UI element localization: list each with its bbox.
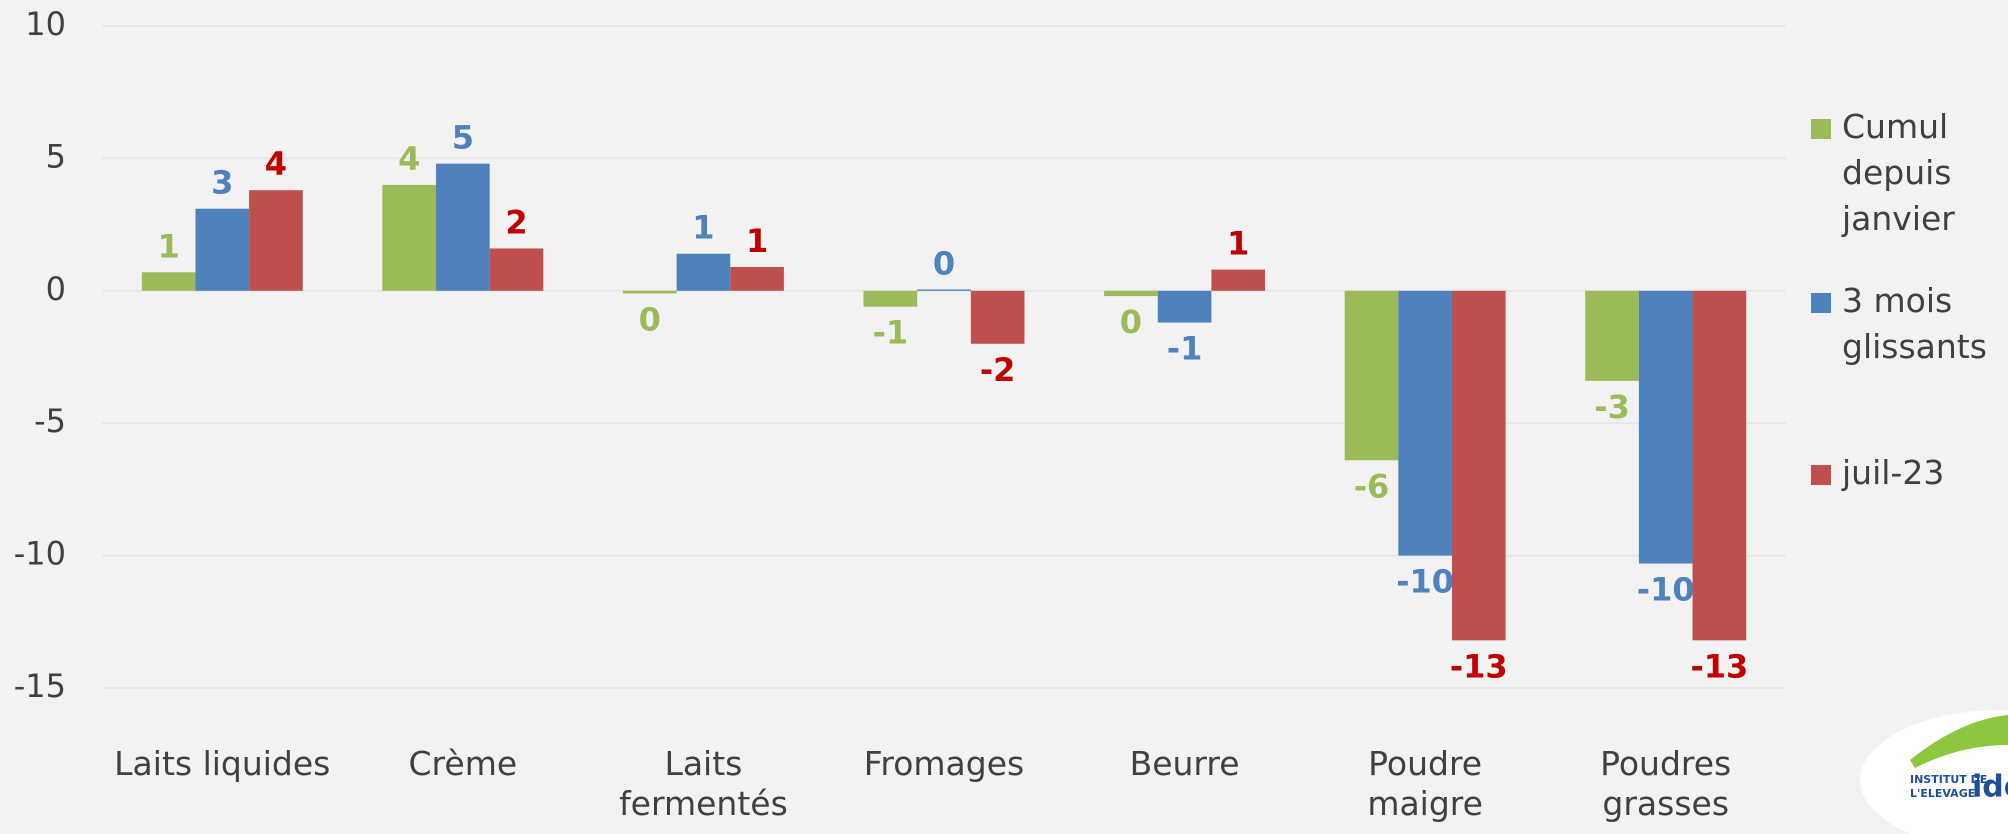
y-tick-label: -15	[14, 667, 66, 705]
data-label: -13	[1690, 647, 1748, 685]
y-tick-label: 0	[46, 270, 66, 308]
bar	[730, 266, 784, 291]
data-label: 1	[1227, 225, 1249, 263]
bar	[489, 248, 544, 291]
data-label: 0	[933, 244, 955, 282]
data-label: 1	[746, 222, 768, 260]
y-tick-label: -10	[14, 535, 66, 573]
bar	[141, 272, 196, 291]
bar	[1638, 290, 1693, 564]
legend-swatch	[1811, 465, 1831, 485]
data-label: 0	[639, 300, 661, 338]
x-tick-label: Fromages	[863, 744, 1025, 783]
data-label: -6	[1354, 467, 1390, 505]
bar	[1104, 290, 1158, 297]
data-label: -3	[1594, 388, 1630, 426]
bar	[382, 184, 437, 291]
bar	[1692, 290, 1747, 641]
logo-swoosh	[1910, 715, 2008, 768]
data-label: 1	[692, 209, 714, 247]
x-tick-label: Poudres grasses	[1600, 744, 1732, 823]
x-tick-label: Laits liquides	[114, 744, 331, 783]
x-tick-label: Beurre	[1129, 744, 1240, 783]
x-tick-label: Poudre maigre	[1367, 744, 1483, 823]
bar	[917, 289, 971, 291]
logo-brand: ide	[1972, 770, 2008, 805]
legend-label: Cumul depuis janvier	[1842, 107, 1955, 239]
logo-text: L'ELEVAGE	[1910, 787, 1975, 800]
legend-label: juil-23	[1842, 453, 1945, 492]
legend-item: juil-23	[1808, 450, 1998, 496]
data-label: 1	[158, 227, 180, 265]
logo-text: INSTITUT DE	[1910, 773, 1987, 786]
bar	[970, 290, 1025, 344]
data-label: 0	[1120, 303, 1142, 341]
bar	[195, 208, 250, 291]
data-label: 5	[452, 119, 474, 157]
data-label: -2	[980, 351, 1016, 389]
legend-item: 3 mois glissants	[1808, 278, 1998, 370]
x-tick-label: Laits fermentés	[619, 744, 788, 823]
x-tick-label: Crème	[408, 744, 518, 783]
legend-item: Cumul depuis janvier	[1808, 104, 1998, 243]
logo: INSTITUT DE L'ELEVAGE ide	[1860, 710, 2008, 834]
bar	[863, 290, 918, 307]
bar	[436, 163, 490, 291]
data-label: -10	[1396, 563, 1454, 601]
data-label: 4	[398, 140, 420, 178]
y-tick-label: 5	[46, 137, 66, 175]
bar	[249, 190, 303, 291]
data-label: -1	[873, 314, 909, 352]
bar	[676, 253, 731, 291]
bar	[1585, 290, 1639, 381]
data-label: 3	[211, 164, 233, 202]
data-label: 4	[265, 145, 287, 183]
data-label: -1	[1167, 330, 1203, 368]
legend-swatch	[1811, 293, 1831, 313]
legend-swatch	[1811, 119, 1831, 139]
y-tick-label: 10	[25, 5, 66, 43]
bar	[1398, 290, 1452, 556]
bar	[1451, 290, 1506, 641]
y-tick-label: -5	[34, 402, 66, 440]
legend-label: 3 mois glissants	[1842, 281, 1987, 367]
bar	[1211, 269, 1266, 291]
bar	[1157, 290, 1212, 323]
data-label: -13	[1450, 647, 1508, 685]
data-label: 2	[505, 203, 527, 241]
bar	[1344, 290, 1399, 461]
bar	[622, 290, 677, 294]
data-label: -10	[1637, 571, 1695, 609]
